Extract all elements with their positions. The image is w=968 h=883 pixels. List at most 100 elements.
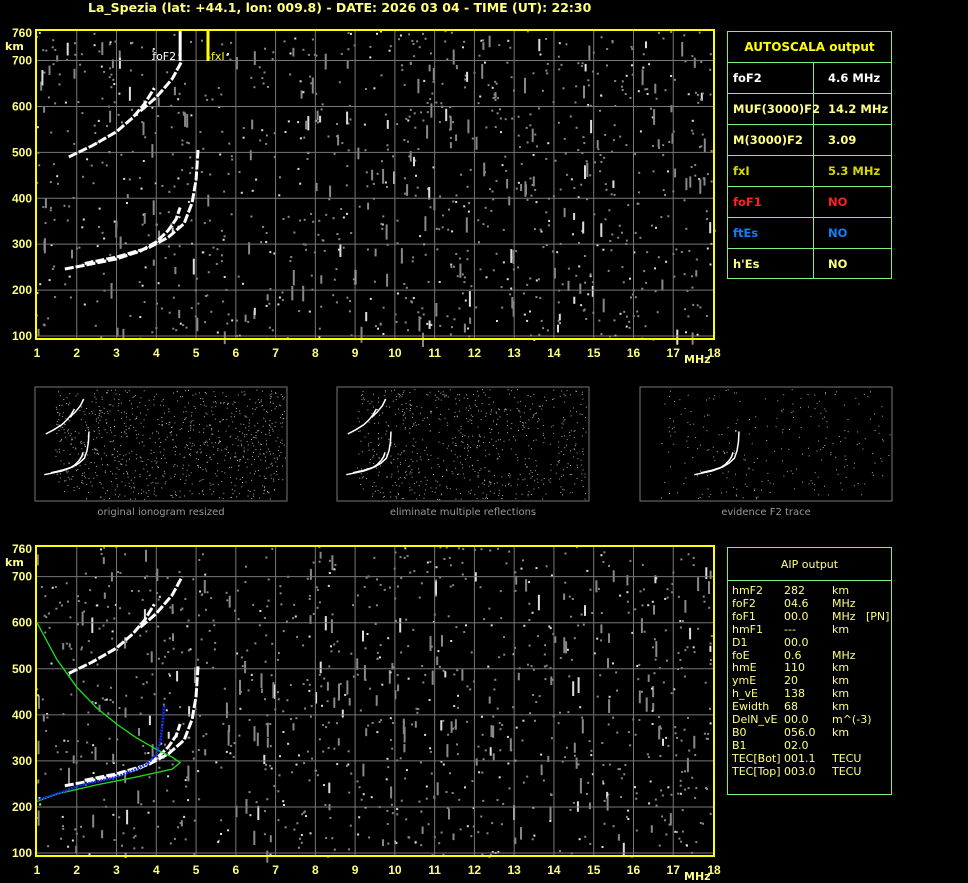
thumb-noise xyxy=(207,444,209,446)
thumb-noise xyxy=(573,448,575,450)
noise-point xyxy=(249,150,252,161)
thumb-noise xyxy=(844,404,845,406)
thumb-noise xyxy=(213,454,215,455)
noise-point xyxy=(67,740,70,742)
y-tick-label: 200 xyxy=(12,800,32,814)
thumb-noise xyxy=(157,466,159,468)
thumb-noise xyxy=(188,474,190,476)
thumb-noise xyxy=(94,396,96,398)
thumb-noise xyxy=(238,439,240,441)
noise-point xyxy=(484,206,487,209)
thumb-noise xyxy=(359,477,361,479)
noise-point xyxy=(139,712,142,715)
noise-point xyxy=(124,773,127,784)
noise-point xyxy=(604,133,607,136)
thumb-noise xyxy=(558,452,560,454)
thumb-noise xyxy=(480,436,482,438)
thumb-noise xyxy=(124,390,126,392)
thumb-noise xyxy=(391,442,392,444)
noise-point xyxy=(602,764,605,766)
thumb-noise xyxy=(69,393,71,395)
noise-point xyxy=(217,841,220,844)
noise-point xyxy=(634,786,636,789)
noise-point xyxy=(482,799,485,802)
noise-point xyxy=(386,120,389,129)
noise-point xyxy=(446,806,449,809)
thumb-noise xyxy=(124,495,126,497)
thumb-noise xyxy=(668,451,670,453)
noise-point xyxy=(75,845,78,853)
thumb-noise xyxy=(137,406,139,408)
noise-point xyxy=(253,310,256,320)
plot-frame xyxy=(35,29,715,340)
thumb-noise xyxy=(244,415,246,417)
thumb-noise xyxy=(199,445,201,447)
noise-point xyxy=(602,782,605,785)
noise-point xyxy=(600,36,603,39)
noise-point xyxy=(335,268,338,271)
noise-point xyxy=(245,565,247,568)
thumb-noise xyxy=(467,444,469,445)
thumb-noise xyxy=(283,410,285,412)
thumb-noise xyxy=(673,443,675,445)
thumb-noise xyxy=(67,404,69,406)
noise-point xyxy=(47,96,50,99)
thumb-noise xyxy=(416,453,418,454)
noise-point xyxy=(687,553,690,556)
noise-point xyxy=(477,831,480,834)
thumb-noise xyxy=(570,415,572,417)
noise-point xyxy=(111,637,114,640)
thumb-noise xyxy=(176,434,177,436)
noise-point xyxy=(197,302,200,305)
noise-point xyxy=(438,281,441,283)
noise-point xyxy=(225,702,228,719)
thumb-noise xyxy=(94,452,95,454)
noise-point xyxy=(236,589,239,592)
thumb-noise xyxy=(569,474,571,475)
thumb-noise xyxy=(419,412,421,414)
noise-point xyxy=(300,841,303,844)
thumb-noise xyxy=(70,444,72,446)
noise-point xyxy=(428,699,431,701)
noise-point xyxy=(606,791,609,799)
noise-point xyxy=(557,722,560,725)
noise-point xyxy=(550,574,553,577)
thumb-noise xyxy=(228,425,230,427)
thumb-noise xyxy=(454,416,456,417)
noise-point xyxy=(290,256,293,258)
thumb-noise xyxy=(726,491,728,493)
noise-point xyxy=(415,707,418,710)
thumb-noise xyxy=(393,459,395,460)
thumb-noise xyxy=(97,417,99,419)
noise-point xyxy=(430,103,433,118)
noise-point xyxy=(463,205,466,208)
noise-point xyxy=(116,327,119,337)
aip-row: DelN_vE 00.0 m^(-3) xyxy=(732,713,891,727)
thumb-noise xyxy=(235,408,237,409)
thumb-noise xyxy=(65,480,67,482)
thumb-noise xyxy=(532,417,534,419)
noise-point xyxy=(499,749,502,752)
thumb-noise xyxy=(395,496,397,498)
noise-point xyxy=(347,32,350,35)
thumb-noise xyxy=(95,449,97,451)
thumb-noise xyxy=(203,431,205,433)
thumb-noise xyxy=(581,435,583,437)
thumb-noise xyxy=(249,472,251,474)
thumb-noise xyxy=(524,478,526,480)
thumb-noise xyxy=(827,494,829,496)
thumb-noise xyxy=(710,474,712,475)
thumb-noise xyxy=(501,476,503,478)
thumb-noise xyxy=(131,487,133,489)
thumb-noise xyxy=(126,436,128,438)
thumb-noise xyxy=(134,498,136,500)
thumb-noise xyxy=(165,439,167,441)
noise-point xyxy=(524,77,526,94)
noise-point xyxy=(81,611,84,626)
thumb-noise xyxy=(234,485,236,487)
noise-point xyxy=(545,244,548,247)
thumb-noise xyxy=(157,482,159,484)
noise-point xyxy=(481,771,484,774)
noise-point xyxy=(404,547,407,550)
y-tick-label: 500 xyxy=(12,662,32,676)
